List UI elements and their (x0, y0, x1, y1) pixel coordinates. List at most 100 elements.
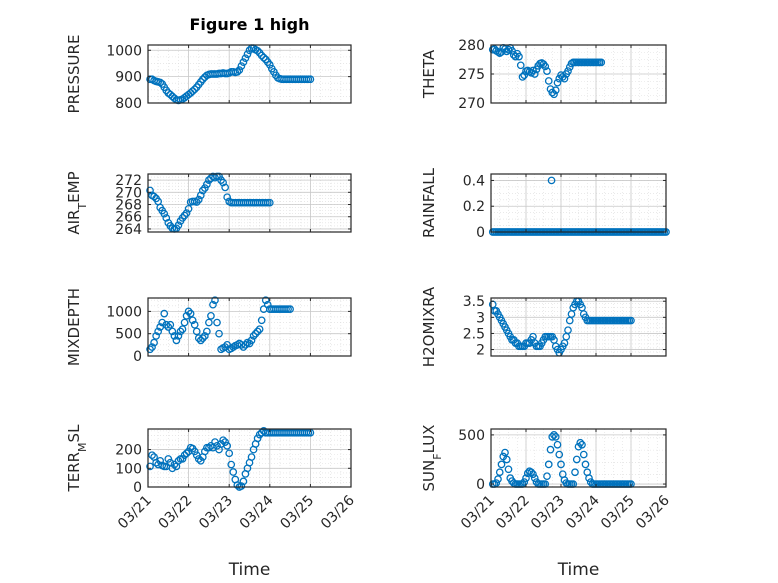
data-point (174, 332, 183, 340)
data-point (158, 318, 167, 327)
data-point (146, 462, 154, 471)
data-point (215, 172, 223, 181)
y-tick-label: 280 (458, 38, 485, 54)
x-tick-label: 03/21 (115, 493, 155, 533)
data-point (494, 48, 502, 56)
y-tick-label: 0 (133, 480, 142, 496)
data-point (585, 474, 593, 482)
y-tick-label: 500 (458, 428, 485, 444)
data-point (196, 336, 205, 345)
data-point (233, 68, 242, 76)
y-tick-label: 3 (476, 310, 485, 326)
data-point (203, 327, 211, 336)
data-point (530, 474, 539, 482)
data-point (182, 311, 191, 320)
data-point (148, 343, 156, 351)
data-point (194, 455, 203, 463)
subplot-6: 22.533.5 H2OMIXRA (420, 286, 667, 367)
data-point (192, 327, 201, 336)
data-point (198, 334, 207, 342)
y-tick-label: 272 (115, 173, 142, 189)
y-axis-label: RAINFALL (420, 167, 438, 238)
y-tick-label: 0 (476, 225, 485, 241)
y-axis-label: AIRTEMP (65, 171, 89, 234)
data-point (497, 460, 506, 469)
y-tick-label: 0 (133, 349, 142, 365)
x-tick-label: 03/26 (318, 492, 358, 532)
data-point (249, 332, 258, 340)
data-point (597, 58, 606, 67)
data-point (168, 327, 177, 336)
data-point (146, 186, 154, 195)
data-point (551, 86, 560, 95)
data-point (207, 311, 215, 320)
data-point (515, 52, 523, 61)
x-tick-label: 03/22 (493, 493, 533, 533)
data-point (553, 440, 562, 449)
data-point (233, 481, 242, 489)
data-point (578, 440, 586, 449)
data-point (174, 456, 183, 465)
data-point (190, 85, 199, 94)
y-tick-label: 270 (115, 185, 142, 201)
data-point (516, 61, 525, 70)
data-point (243, 50, 252, 59)
y-tick-label: 3.5 (463, 294, 485, 310)
subplot-4: 0 0.2 0.4 RAINFALL (420, 167, 670, 241)
data-point (166, 320, 175, 329)
data-point (579, 450, 588, 459)
data-point (564, 326, 572, 335)
data-point (541, 62, 550, 71)
data-point (194, 195, 203, 204)
data-point (239, 477, 248, 486)
y-tick-label: 268 (115, 198, 142, 214)
y-axis-label: SUNFLUX (420, 425, 444, 492)
data-point (223, 441, 232, 450)
data-point (557, 460, 565, 469)
data-point (178, 455, 187, 463)
data-point (530, 70, 539, 78)
y-tick-label: 2 (476, 343, 485, 359)
y-axis-label: H2OMIXRA (420, 286, 438, 367)
data-point (148, 451, 156, 460)
axes-box (490, 173, 667, 233)
y-tick-label: 270 (458, 96, 485, 112)
data-point (627, 316, 635, 325)
data-point (567, 59, 576, 68)
data-point (504, 465, 513, 474)
data-point (550, 90, 558, 99)
data-point (182, 209, 191, 217)
data-point (520, 478, 529, 486)
data-point (219, 178, 227, 187)
x-tick-label: 03/22 (156, 493, 196, 533)
data-point (253, 327, 262, 336)
data-point (241, 54, 250, 63)
data-point (162, 320, 171, 329)
y-tick-label: 1000 (106, 43, 142, 59)
data-point (494, 475, 502, 483)
data-point (239, 343, 248, 351)
data-point (150, 192, 158, 201)
data-point (200, 332, 209, 340)
data-point (555, 450, 564, 459)
data-point (522, 474, 530, 482)
y-tick-label: 800 (115, 96, 142, 112)
axes-box (147, 428, 352, 488)
data-point (550, 431, 558, 439)
data-point (209, 300, 217, 309)
data-point (527, 468, 536, 477)
data-point (229, 468, 238, 476)
y-axis-label: TERRMSL (65, 424, 89, 493)
y-tick-label: 500 (115, 327, 142, 343)
x-tick-label: 03/23 (528, 493, 568, 533)
x-tick-label: 03/25 (277, 493, 317, 533)
subplot-1: 800 900 1000 PRESSURE Figure 1 high (65, 15, 352, 113)
data-point (186, 309, 195, 318)
data-point (553, 78, 562, 87)
data-point (255, 325, 264, 334)
subplot-5: 0 500 1000 MIXDEPTH (65, 288, 352, 366)
data-point (203, 180, 211, 189)
data-point (170, 332, 179, 340)
